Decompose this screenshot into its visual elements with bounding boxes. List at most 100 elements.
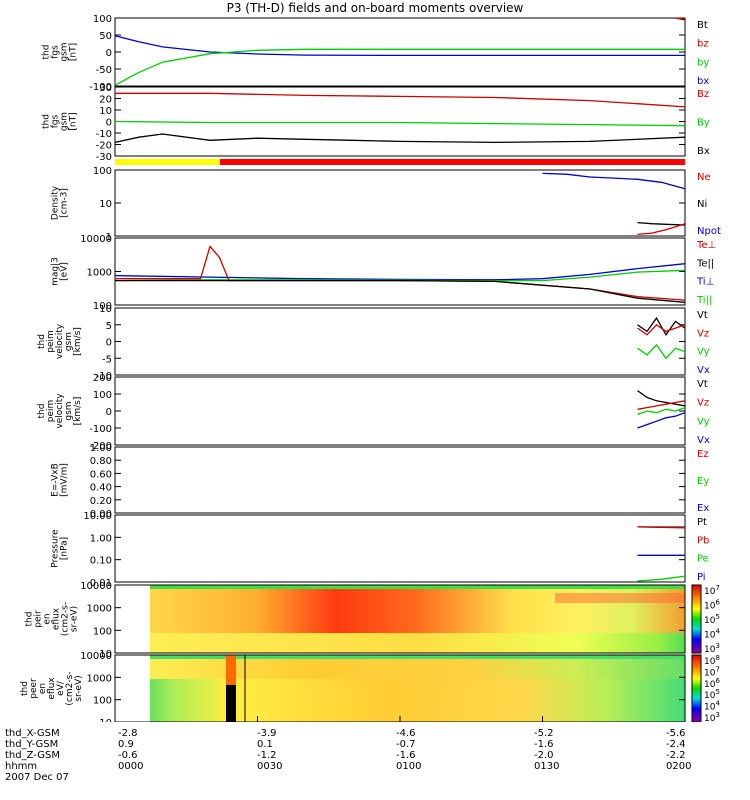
series-line-Vt bbox=[637, 390, 686, 407]
panel-frame bbox=[114, 446, 686, 514]
series-line-Vy bbox=[637, 406, 686, 416]
ephemeris-footer: thd_X-GSM -2.8 -3.9 -4.6 -5.2 -5.6 thd_Y… bbox=[0, 722, 750, 800]
no-data-region bbox=[115, 655, 150, 722]
y-axis-label: [km/s] bbox=[73, 327, 83, 356]
y-tick-label: -100 bbox=[89, 424, 112, 435]
panel-frame bbox=[114, 86, 686, 157]
y-tick-label: -20 bbox=[96, 141, 112, 152]
chart-title: P3 (TH-D) fields and on-board moments ov… bbox=[226, 1, 524, 15]
legend-item: Bt bbox=[697, 20, 708, 31]
y-tick-label: 10 bbox=[99, 106, 112, 117]
y-axis-label: en bbox=[38, 683, 48, 694]
y-axis-label: velocity bbox=[55, 323, 65, 359]
y-axis-label: [nT] bbox=[69, 43, 79, 61]
y-tick-label: 100 bbox=[93, 390, 112, 401]
panel-frame bbox=[114, 514, 686, 583]
y-axis-label: en bbox=[43, 613, 53, 624]
y-axis-label: thd bbox=[25, 612, 35, 627]
legend-item: Ex bbox=[697, 503, 709, 514]
series-line-Vz bbox=[637, 323, 686, 336]
y-tick-label: 50 bbox=[99, 31, 112, 42]
y-tick-label: 0 bbox=[106, 118, 112, 129]
legend-item: by bbox=[697, 57, 709, 68]
y-axis-label: mag|3 bbox=[51, 257, 61, 286]
series-line-Te|| bbox=[115, 279, 686, 303]
y-tick-label: -100 bbox=[89, 82, 112, 93]
series-line-bz bbox=[675, 17, 686, 20]
footer-date: 2007 Dec 07 bbox=[5, 772, 69, 783]
y-tick-label: 0.20 bbox=[90, 496, 112, 507]
legend-item: Vx bbox=[697, 435, 710, 446]
series-line-By bbox=[114, 120, 686, 127]
y-axis-label: [eV] bbox=[60, 262, 70, 281]
series-line-Vx bbox=[637, 412, 686, 429]
y-tick-label: 0 bbox=[106, 407, 112, 418]
y-tick-label: 0.60 bbox=[90, 469, 112, 480]
legend-item: Bx bbox=[697, 146, 710, 157]
y-tick-label: 100 bbox=[93, 301, 112, 312]
footer-row-hhmm: hhmm 0000 0030 0100 0130 0200 bbox=[5, 761, 692, 772]
series-line-Ti⊥ bbox=[114, 263, 686, 281]
y-tick-label: 0 bbox=[106, 48, 112, 59]
series-line-Vy bbox=[637, 343, 686, 360]
y-axis-label: peim bbox=[46, 330, 56, 353]
y-axis-label: gsm bbox=[64, 332, 74, 351]
y-axis-label: sr-eV) bbox=[74, 675, 84, 701]
legend-item: Vy bbox=[697, 416, 710, 427]
electron-burst bbox=[226, 655, 236, 685]
y-tick-label: 10.00 bbox=[83, 511, 112, 522]
y-axis-label: thd bbox=[37, 334, 47, 349]
y-axis-label: (cm2-s- bbox=[61, 602, 71, 636]
panel-frame bbox=[114, 307, 686, 376]
y-axis-label: sr-eV) bbox=[70, 606, 80, 632]
no-data-region bbox=[115, 585, 150, 653]
y-tick-label: 5 bbox=[106, 321, 112, 332]
y-axis-label: [nPa] bbox=[60, 537, 70, 560]
y-tick-label: 1 bbox=[106, 232, 112, 243]
footer-row-z-gsm: thd_Z-GSM -0.6 -1.2 -1.6 -2.0 -2.2 bbox=[5, 750, 686, 761]
legend-item: Pe bbox=[697, 554, 709, 565]
y-tick-label: 0.10 bbox=[90, 556, 112, 567]
panel-frame bbox=[114, 237, 686, 306]
legend-item: Ti⊥ bbox=[696, 277, 714, 288]
legend-item: Npot bbox=[697, 226, 721, 237]
y-tick-label: 200 bbox=[93, 373, 112, 384]
colorbar-label: 104 bbox=[704, 628, 720, 641]
legend-item: Ez bbox=[697, 449, 709, 460]
y-axis-label: gsm bbox=[60, 42, 70, 61]
legend-item: Bz bbox=[697, 89, 709, 100]
legend-item: Vz bbox=[697, 328, 709, 339]
colorbar bbox=[691, 654, 702, 722]
series-line-Pe bbox=[637, 575, 686, 582]
series-line-Vt bbox=[637, 316, 686, 337]
footer-row-x-gsm: thd_X-GSM -2.8 -3.9 -4.6 -5.2 -5.6 bbox=[5, 728, 686, 739]
legend-item: Vt bbox=[697, 379, 708, 390]
colorbar-label: 106 bbox=[704, 599, 720, 612]
legend-item: By bbox=[697, 118, 710, 129]
y-axis-label: thd bbox=[42, 45, 52, 60]
y-tick-label: 1.00 bbox=[90, 443, 112, 454]
y-tick-label: 1000 bbox=[87, 604, 112, 615]
mode-bar-slow bbox=[115, 159, 220, 165]
y-axis-label: thd bbox=[37, 404, 47, 419]
mode-bar-fast bbox=[220, 159, 685, 165]
y-tick-label: 0.00 bbox=[90, 509, 112, 520]
y-tick-label: 20 bbox=[99, 95, 112, 106]
y-axis-label: [cm-3] bbox=[60, 188, 70, 218]
y-tick-label: 100 bbox=[93, 626, 112, 637]
footer-row-y-gsm: thd_Y-GSM 0.9 0.1 -0.7 -1.6 -2.4 bbox=[5, 739, 686, 750]
y-tick-label: -5 bbox=[102, 354, 112, 365]
y-tick-label: 0.01 bbox=[90, 578, 112, 589]
colorbar-label: 105 bbox=[704, 613, 720, 626]
y-axis-label: thd bbox=[20, 681, 30, 696]
series-line-Ni bbox=[637, 221, 686, 226]
panel-frame bbox=[114, 584, 686, 654]
y-axis-label: gsm bbox=[64, 401, 74, 420]
y-tick-label: 0 bbox=[106, 338, 112, 349]
legend-item: bz bbox=[697, 39, 709, 50]
y-tick-label: -200 bbox=[89, 441, 112, 452]
series-line-Ne bbox=[637, 223, 686, 236]
y-tick-label: 30 bbox=[99, 83, 112, 94]
y-axis-label: eflux bbox=[47, 677, 57, 700]
